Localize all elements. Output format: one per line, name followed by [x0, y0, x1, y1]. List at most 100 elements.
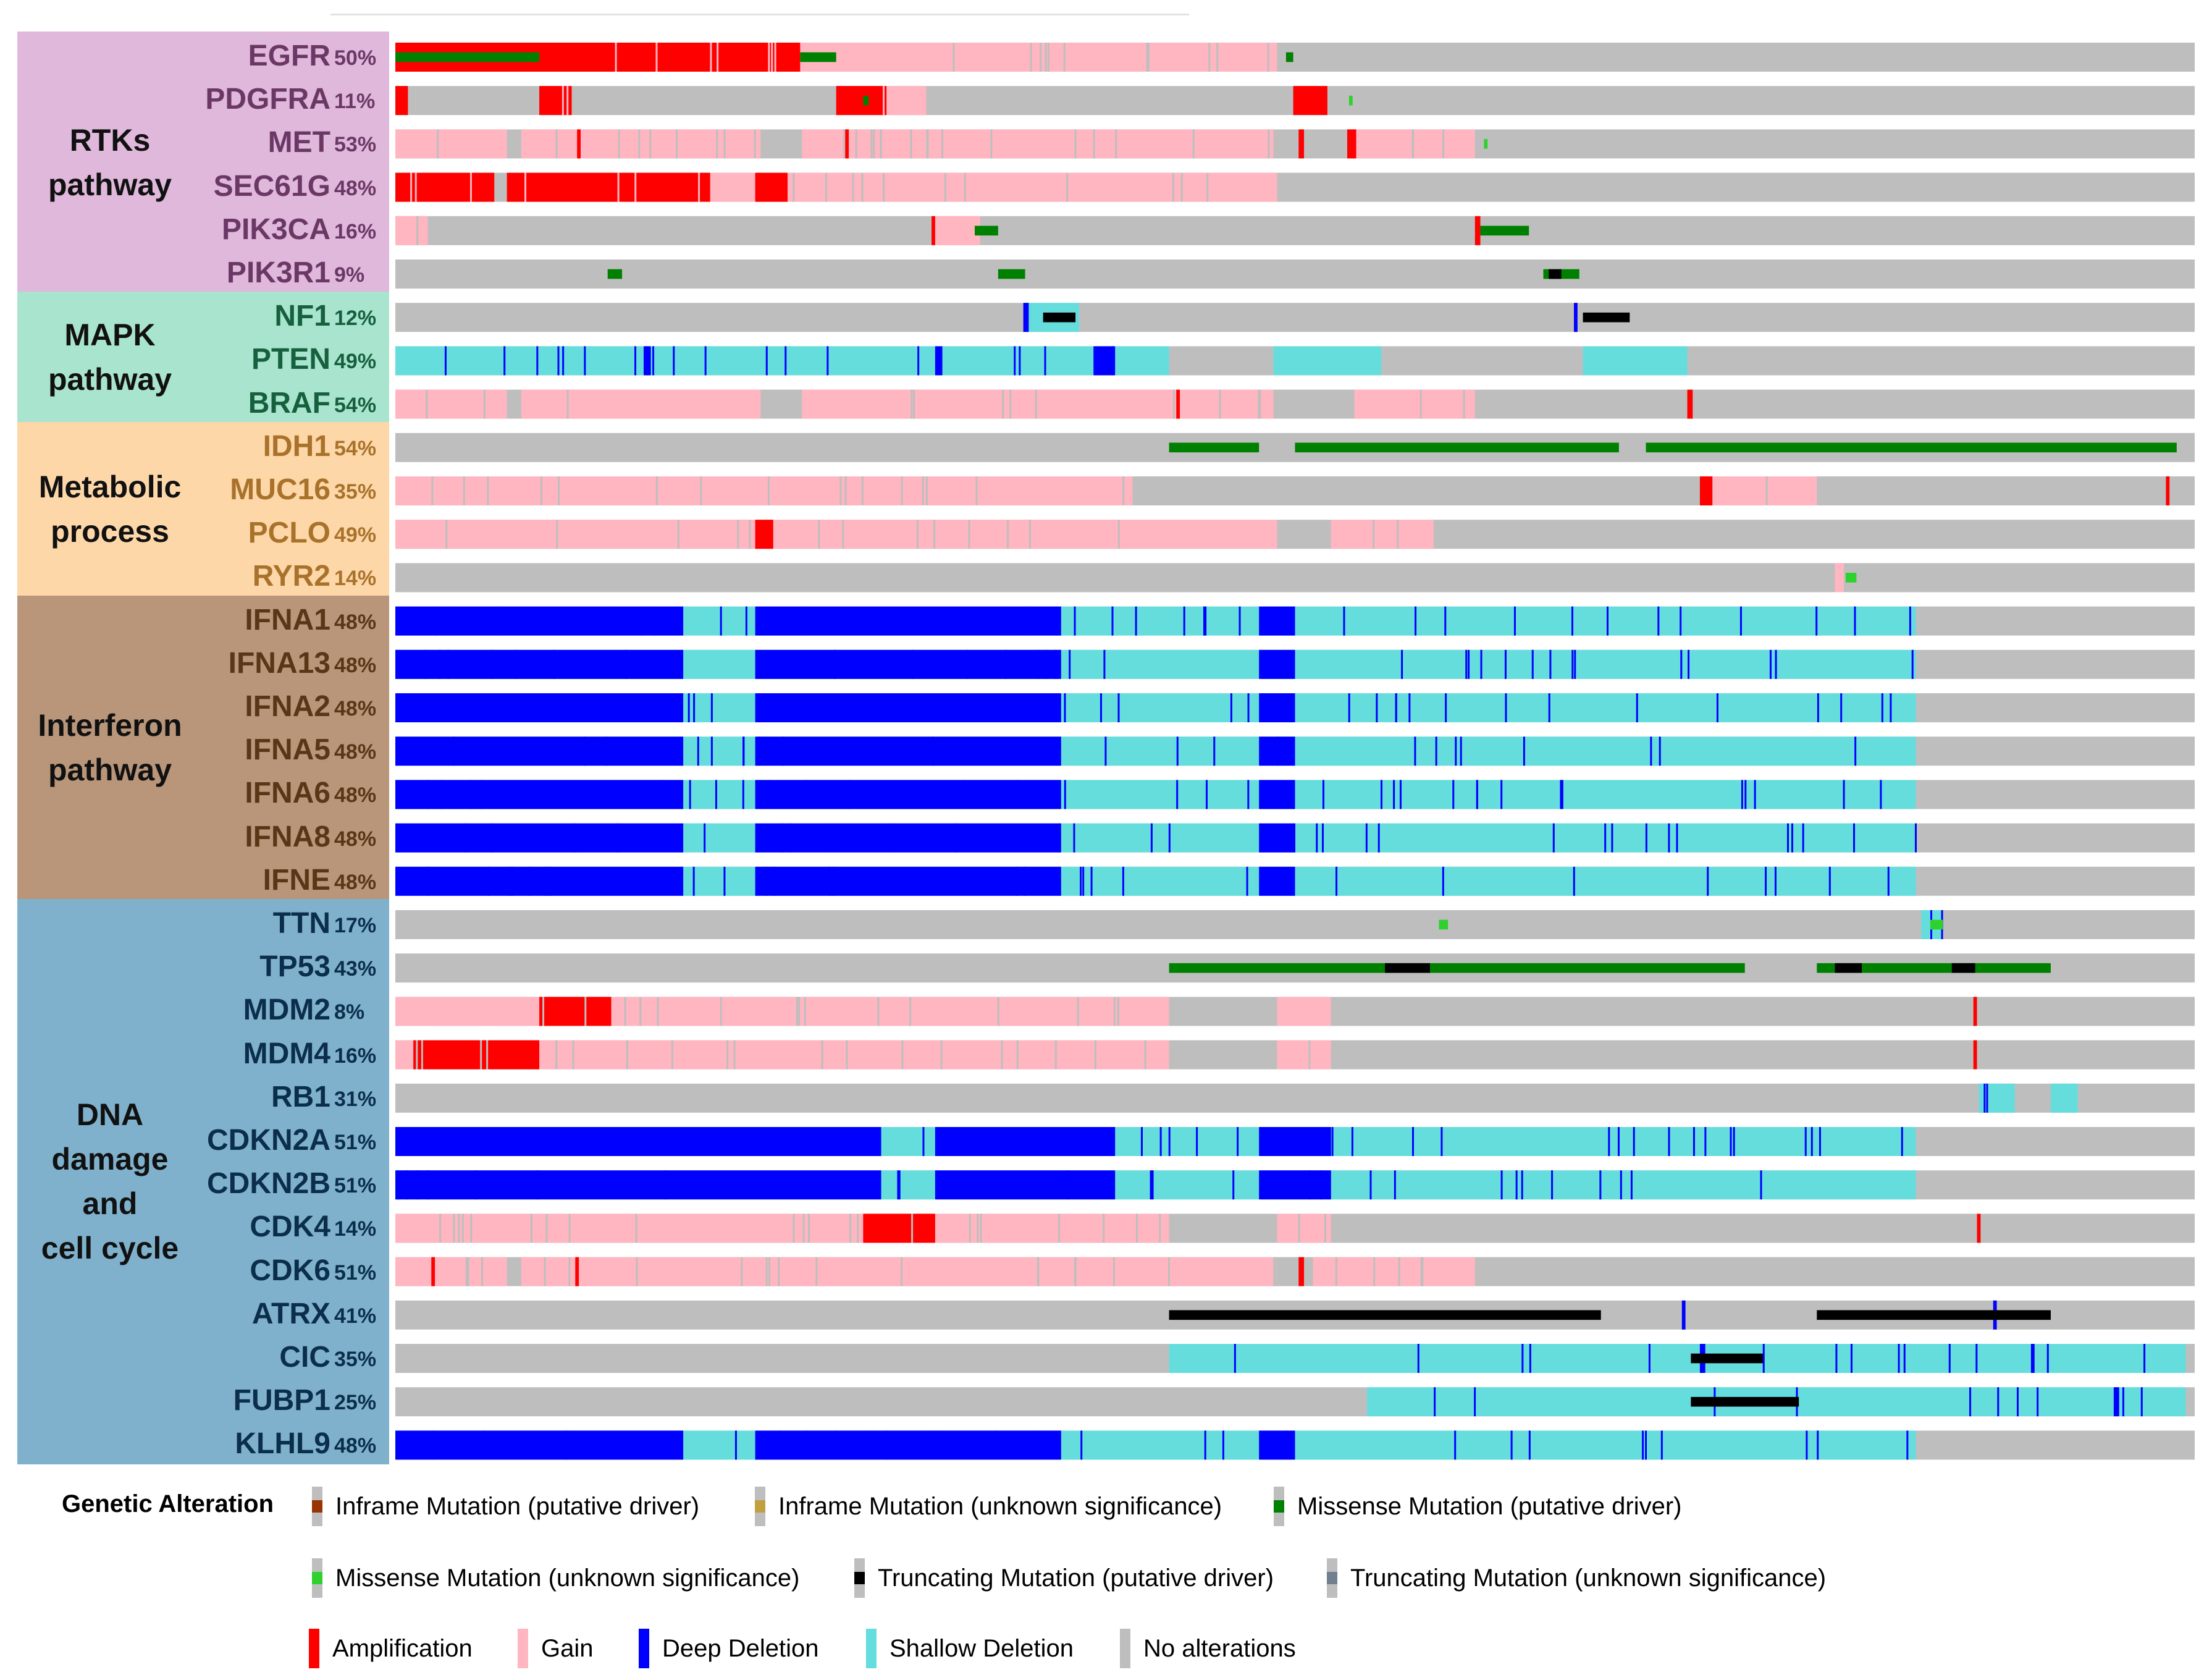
legend-swatch-amplification [309, 1629, 319, 1668]
cna-segment-deep-deletion [1259, 823, 1295, 853]
sample-tick [962, 780, 964, 809]
sample-tick [1033, 1430, 1036, 1460]
gene-alteration-percent: 8% [334, 1000, 365, 1024]
sample-tick [1172, 172, 1174, 202]
sample-tick [1377, 823, 1380, 853]
sample-tick [765, 1257, 768, 1286]
pathway-group: RTKs pathway [17, 32, 389, 293]
cna-segment-amplification [507, 172, 710, 202]
sample-tick [1275, 1257, 1277, 1286]
mutation-mark-truncating-driver [1549, 269, 1562, 279]
sample-tick [1513, 606, 1516, 636]
cna-segment-gain [395, 476, 1133, 505]
sample-tick [618, 129, 620, 159]
cna-segment-deep-deletion [935, 346, 943, 376]
sample-tick [1401, 649, 1403, 679]
sample-tick [710, 737, 713, 766]
sample-tick [1259, 389, 1261, 419]
sample-tick [437, 129, 439, 159]
cna-segment-deep-deletion [395, 1170, 881, 1200]
legend-swatch-missense-vus [312, 1558, 322, 1598]
sample-tick [556, 520, 558, 549]
cna-segment-deep-deletion [2113, 1387, 2119, 1417]
sample-tick [426, 389, 428, 419]
cna-segment-deep-deletion [1574, 303, 1578, 332]
sample-tick [941, 129, 944, 159]
sample-tick [1549, 649, 1552, 679]
sample-tick [1765, 866, 1767, 896]
sample-tick [1168, 1127, 1171, 1156]
sample-tick [1819, 1127, 1821, 1156]
sample-tick [1775, 649, 1777, 679]
sample-tick [1291, 693, 1293, 722]
sample-tick [892, 823, 894, 853]
sample-tick [1630, 1170, 1633, 1200]
gene-alteration-percent: 17% [334, 914, 377, 937]
sample-tick [1474, 1387, 1476, 1417]
sample-tick [1397, 520, 1399, 549]
sample-tick [508, 866, 510, 896]
sample-tick [793, 1214, 795, 1243]
cna-segment-deep-deletion [1259, 780, 1295, 809]
cna-segment-gain [395, 389, 507, 419]
sample-tick [397, 1170, 400, 1200]
sample-tick [793, 172, 795, 202]
sample-tick [1007, 606, 1009, 636]
sample-tick [916, 520, 919, 549]
sample-tick [1001, 1040, 1003, 1070]
sample-tick [1232, 1170, 1235, 1200]
sample-tick [1411, 129, 1414, 159]
sample-tick [1117, 693, 1120, 722]
mutation-mark-truncating-driver [1583, 312, 1630, 323]
sample-tick [995, 1430, 997, 1460]
mutation-mark-truncating-driver [1043, 312, 1076, 323]
sample-tick [1122, 476, 1125, 505]
legend-label: Truncating Mutation (unknown significanc… [1350, 1564, 1827, 1592]
cna-segment-amplification [863, 1214, 935, 1243]
gene-label: TP53 [259, 950, 330, 984]
gene-alteration-percent: 48% [334, 827, 377, 851]
gene-label: KLHL9 [235, 1427, 330, 1461]
sample-tick [558, 476, 560, 505]
sample-tick [1394, 1170, 1396, 1200]
sample-tick [1620, 1170, 1622, 1200]
sample-tick [1024, 866, 1026, 896]
sample-tick [1247, 693, 1250, 722]
sample-tick [1444, 606, 1447, 636]
gene-label: SEC61G [213, 169, 330, 203]
gene-alteration-percent: 48% [334, 176, 377, 200]
sample-tick [1408, 693, 1411, 722]
sample-tick [1668, 823, 1670, 853]
sample-tick [522, 1127, 524, 1156]
gene-alteration-percent: 16% [334, 1044, 377, 1068]
sample-tick [805, 1430, 808, 1460]
sample-tick [1144, 1040, 1146, 1070]
sample-tick [1369, 1170, 1372, 1200]
mutation-mark-missense-driver [800, 52, 836, 62]
sample-tick [759, 737, 761, 766]
legend-label: Missense Mutation (putative driver) [1297, 1493, 1682, 1520]
sample-tick [1146, 43, 1148, 72]
gene-label: CDK4 [250, 1210, 330, 1244]
cna-segment-deep-deletion [1259, 649, 1295, 679]
sample-tick [1117, 997, 1119, 1026]
sample-tick [804, 997, 806, 1026]
sample-tick [1331, 1127, 1334, 1156]
sample-tick [1066, 172, 1069, 202]
track-background [395, 303, 2195, 332]
cna-segment-shallow-deletion [395, 346, 1169, 376]
sample-tick [1040, 43, 1042, 72]
sample-tick [1903, 1344, 1906, 1373]
sample-tick [1206, 780, 1208, 809]
sample-tick [1611, 823, 1613, 853]
gene-alteration-percent: 48% [334, 870, 377, 894]
sample-tick [482, 1430, 485, 1460]
sample-tick [609, 606, 612, 636]
sample-tick [1172, 389, 1175, 419]
sample-tick [676, 129, 678, 159]
sample-tick [1468, 649, 1470, 679]
sample-tick [1442, 129, 1445, 159]
sample-tick [789, 823, 792, 853]
sample-tick [883, 172, 885, 202]
